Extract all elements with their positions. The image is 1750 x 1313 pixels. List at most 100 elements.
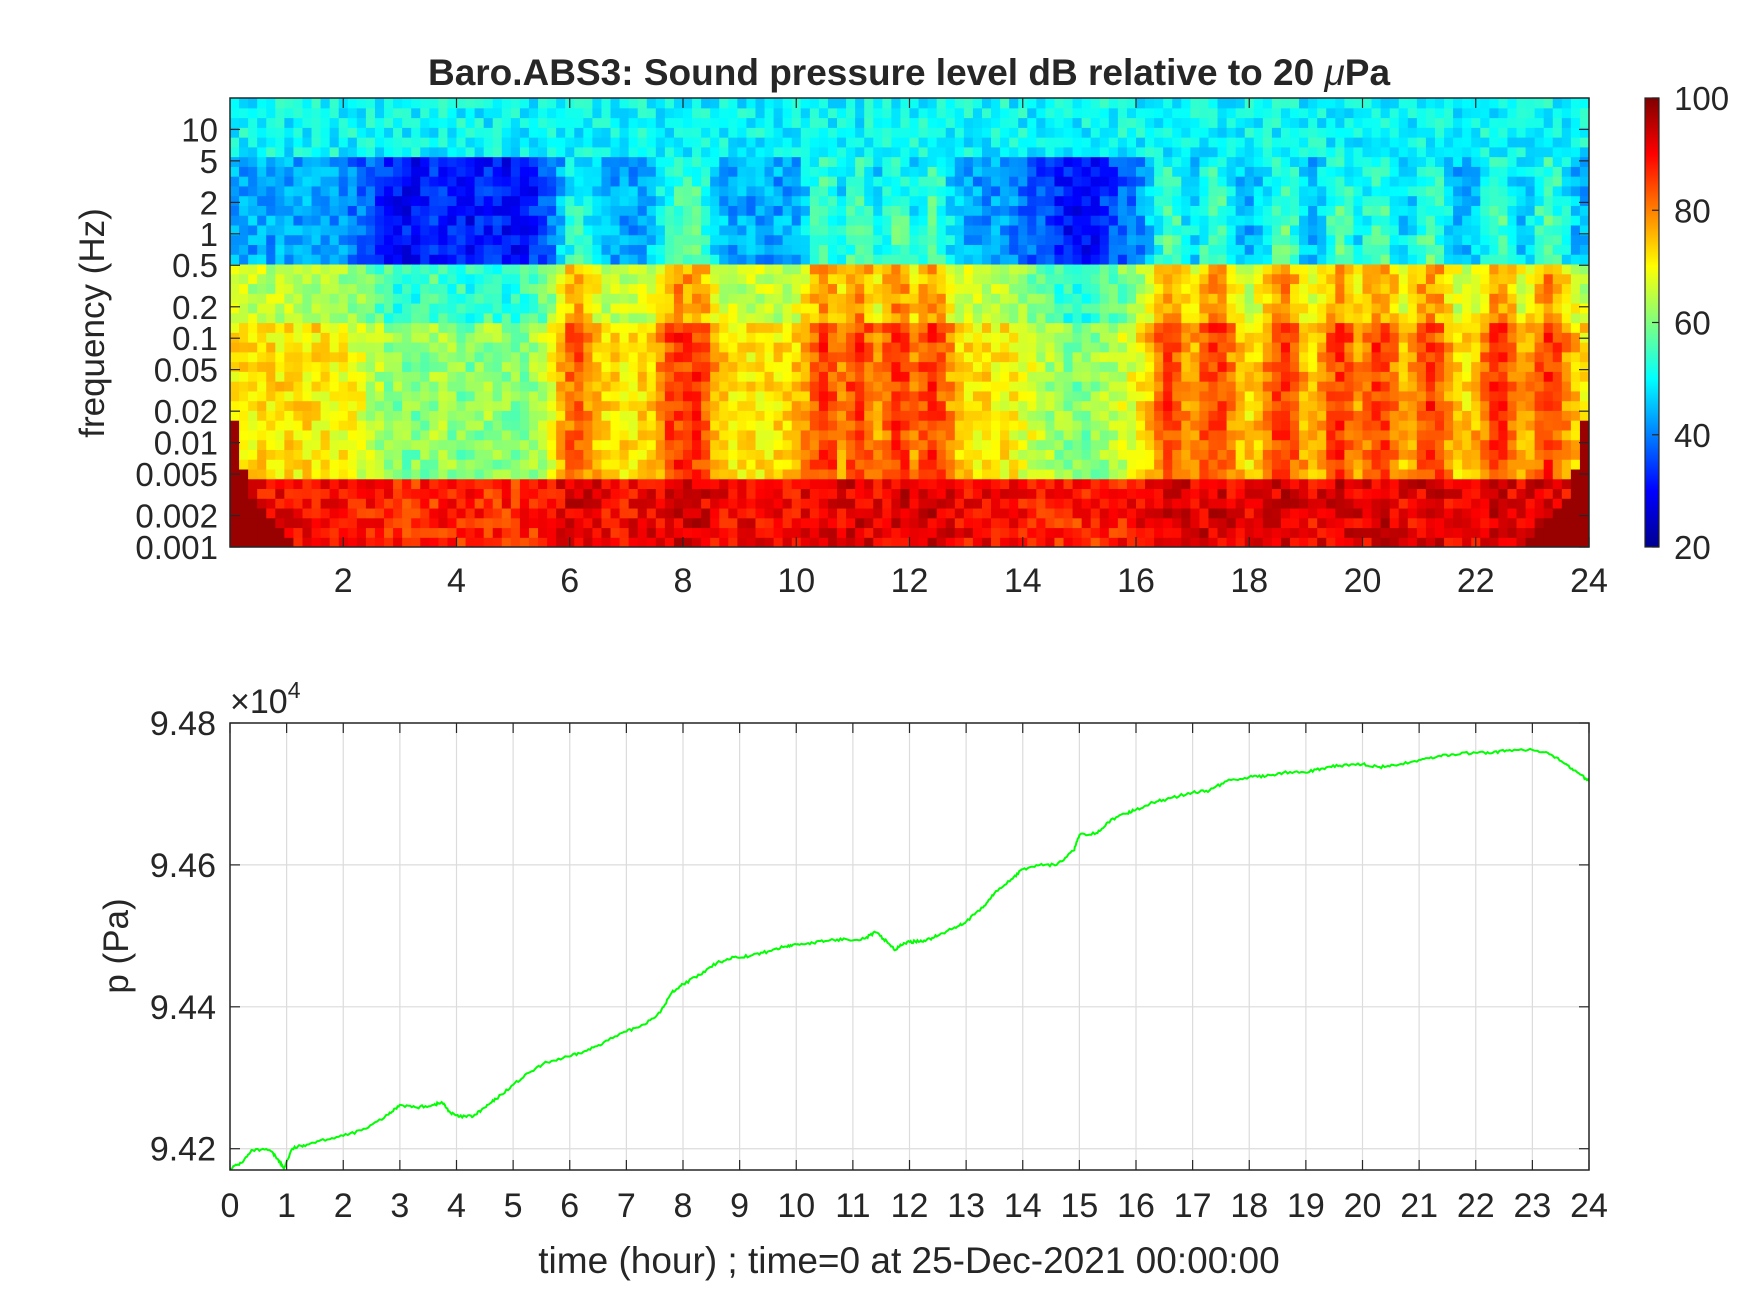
spectrogram-cell xyxy=(1018,234,1028,246)
spectrogram-cell xyxy=(393,283,403,294)
spectrogram-cell xyxy=(882,342,892,353)
spectrogram-cell xyxy=(492,361,503,372)
spectrogram-cell xyxy=(601,498,612,509)
spectrogram-cell xyxy=(918,381,929,392)
spectrogram-cell xyxy=(311,254,322,265)
spectrogram-cell xyxy=(827,468,838,480)
spectrogram-cell xyxy=(257,342,267,353)
spectrogram-cell xyxy=(945,468,956,480)
spectrogram-cell xyxy=(728,410,738,421)
spectrogram-cell xyxy=(311,283,322,294)
spectrogram-cell xyxy=(420,322,430,333)
spectrogram-cell xyxy=(692,332,702,343)
spectrogram-cell xyxy=(474,429,485,441)
spectrogram-cell xyxy=(664,322,675,333)
spectrogram-cell xyxy=(583,117,593,128)
spectrogram-cell xyxy=(320,98,331,109)
spectrogram-cell xyxy=(411,254,421,265)
spectrogram-cell xyxy=(719,312,729,324)
spectrogram-cell xyxy=(528,537,539,547)
spectrogram-cell xyxy=(954,293,965,304)
spectrogram-cell xyxy=(429,488,439,499)
spectrogram-cell xyxy=(773,371,784,382)
spectrogram-cell xyxy=(1208,537,1219,547)
spectrogram-cell xyxy=(1009,342,1019,353)
spectrogram-cell xyxy=(257,507,267,519)
spectrogram-cell xyxy=(583,205,593,216)
spectrogram-cell xyxy=(275,478,285,490)
spectrogram-cell xyxy=(302,371,313,382)
spectrogram-cell xyxy=(746,390,757,402)
spectrogram-cell xyxy=(972,137,983,148)
spectrogram-cell xyxy=(483,98,494,109)
spectrogram-cell xyxy=(284,420,295,431)
spectrogram-cell xyxy=(646,449,657,460)
spectrogram-cell xyxy=(1145,156,1155,167)
spectrogram-cell xyxy=(1099,449,1110,460)
spectrogram-cell xyxy=(1081,195,1092,206)
spectrogram-cell xyxy=(492,449,503,460)
spectrogram-cell xyxy=(637,517,648,529)
spectrogram-cell xyxy=(356,127,367,138)
spectrogram-cell xyxy=(864,244,874,255)
spectrogram-cell xyxy=(891,205,902,216)
spectrogram-cell xyxy=(728,488,738,499)
spectrogram-cell xyxy=(782,371,793,382)
spectrogram-cell xyxy=(882,468,892,480)
spectrogram-cell xyxy=(239,429,249,441)
spectrogram-cell xyxy=(855,410,865,421)
spectrogram-cell xyxy=(646,361,657,372)
spectrogram-cell xyxy=(592,478,603,490)
spectrogram-cell xyxy=(420,137,430,148)
spectrogram-cell xyxy=(855,137,865,148)
spectrogram-cell xyxy=(818,400,829,411)
spectrogram-cell xyxy=(411,205,421,216)
spectrogram-cell xyxy=(873,537,883,547)
spectrogram-cell xyxy=(1154,507,1164,519)
spectrogram-cell xyxy=(692,273,702,285)
spectrogram-cell xyxy=(1018,146,1028,158)
spectrogram-cell xyxy=(827,537,838,547)
spectrogram-cell xyxy=(972,342,983,353)
spectrogram-cell xyxy=(610,527,621,538)
spectrogram-cell xyxy=(701,176,711,187)
spectrogram-cell xyxy=(556,234,566,246)
spectrogram-cell xyxy=(1054,195,1065,206)
spectrogram-cell xyxy=(519,381,530,392)
spectrogram-cell xyxy=(891,293,902,304)
spectrogram-cell xyxy=(1081,371,1092,382)
spectrogram-cell xyxy=(501,293,512,304)
spectrogram-cell xyxy=(302,215,313,226)
spectrogram-cell xyxy=(818,410,829,421)
spectrogram-cell xyxy=(1181,371,1191,382)
spectrogram-cell xyxy=(891,98,902,109)
spectrogram-cell xyxy=(1027,361,1037,372)
spectrogram-cell xyxy=(510,507,521,519)
spectrogram-cell xyxy=(257,459,267,470)
spectrogram-cell xyxy=(257,420,267,431)
spectrogram-cell xyxy=(610,312,621,324)
spectrogram-cell xyxy=(1099,166,1110,177)
spectrogram-cell xyxy=(991,244,1001,255)
spectrogram-cell xyxy=(782,146,793,158)
spectrogram-cell xyxy=(1199,332,1210,343)
spectrogram-cell xyxy=(909,498,920,509)
spectrogram-cell xyxy=(1099,371,1110,382)
spectrogram-cell xyxy=(1090,478,1101,490)
spectrogram-cell xyxy=(728,293,738,304)
spectrogram-cell xyxy=(1027,400,1037,411)
spectrogram-cell xyxy=(673,166,684,177)
spectrogram-cell xyxy=(637,381,648,392)
spectrogram-cell xyxy=(972,127,983,138)
spectrogram-cell xyxy=(257,361,267,372)
spectrogram-cell xyxy=(574,234,584,246)
spectrogram-cell xyxy=(447,390,458,402)
spectrogram-cell xyxy=(1117,185,1128,197)
spectrogram-cell xyxy=(972,195,983,206)
spectrogram-cell xyxy=(338,507,349,519)
spectrogram-cell xyxy=(1208,381,1219,392)
spectrogram-cell xyxy=(1172,322,1182,333)
spectrogram-cell xyxy=(873,507,883,519)
spectrogram-cell xyxy=(755,351,766,363)
spectrogram-cell xyxy=(800,312,811,324)
